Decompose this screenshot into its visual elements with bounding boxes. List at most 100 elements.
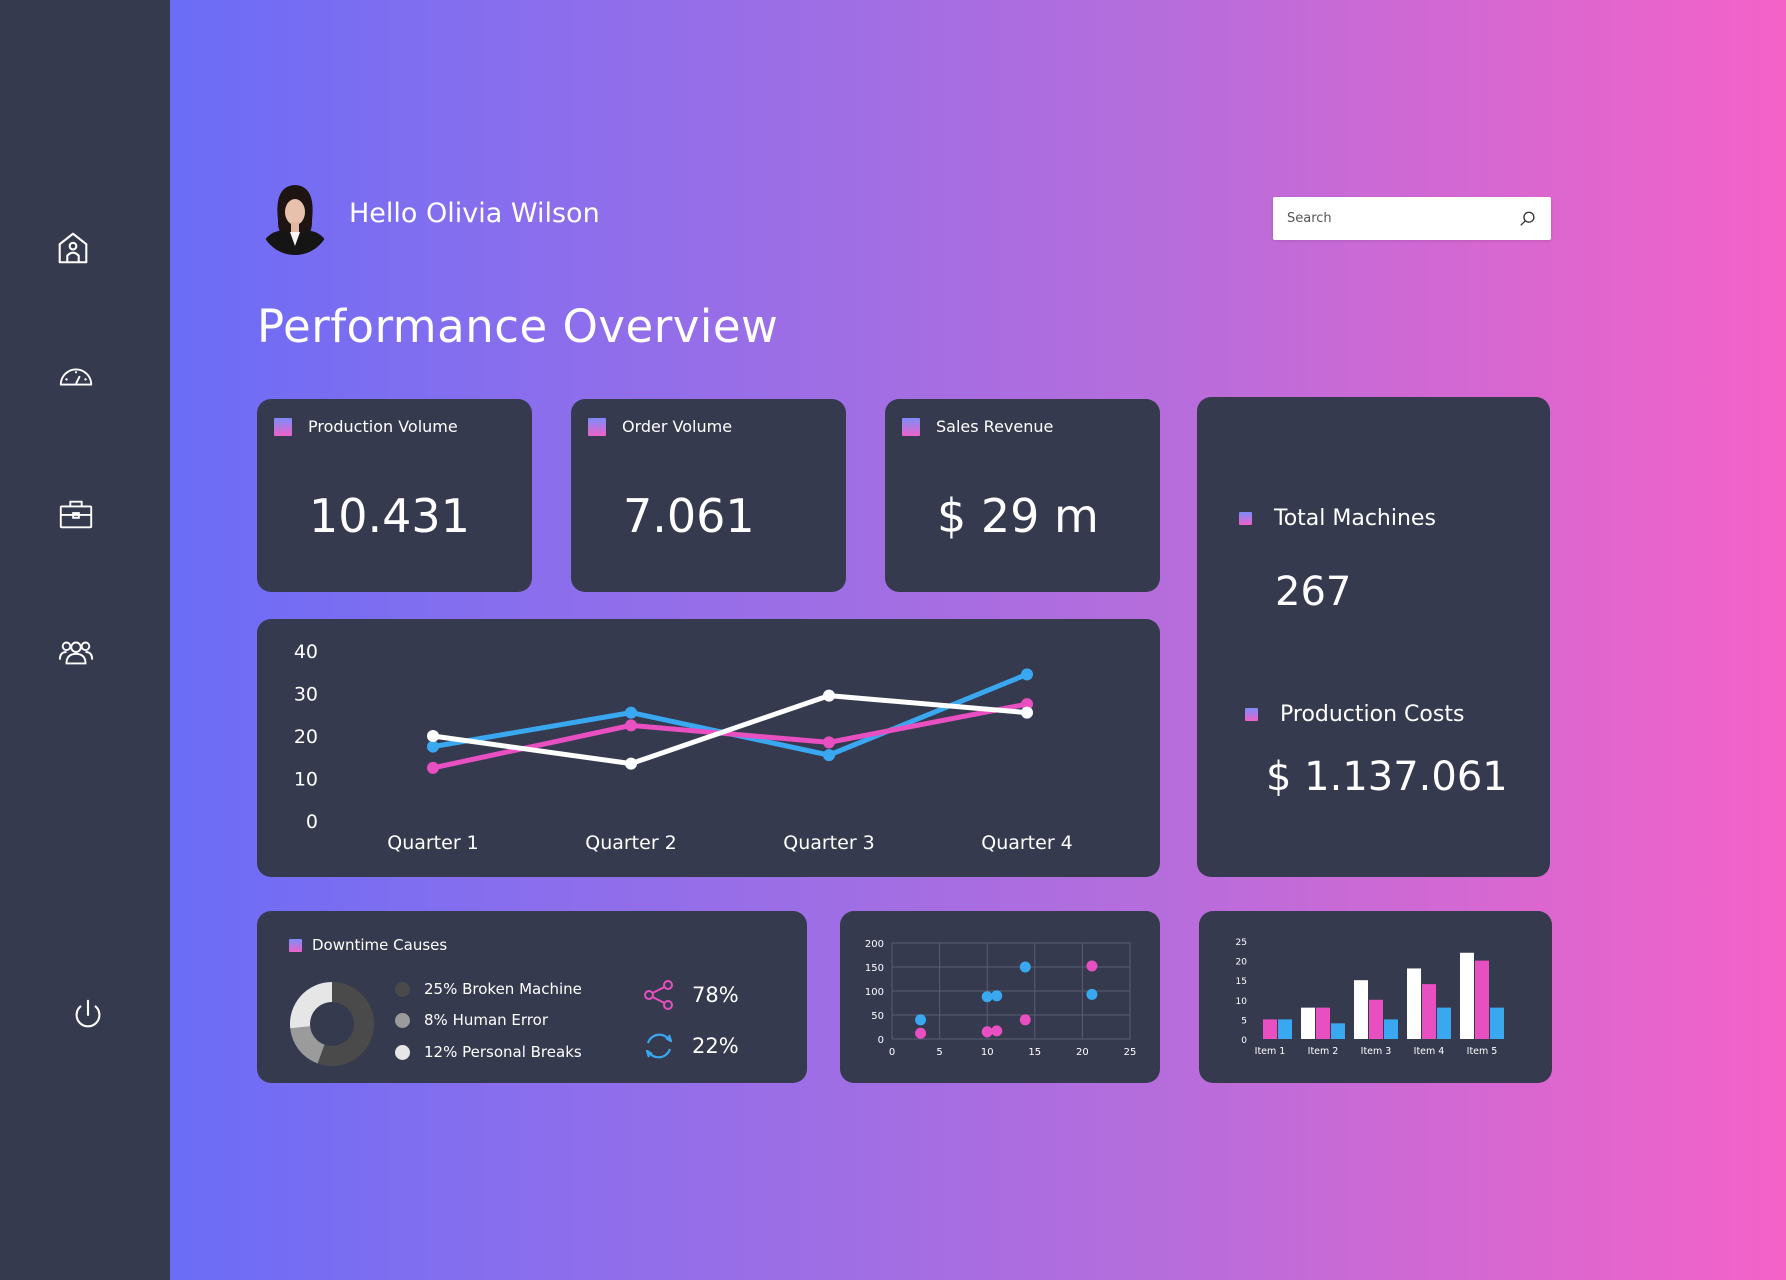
data-point[interactable] — [991, 990, 1003, 1002]
data-point[interactable] — [823, 736, 835, 749]
power-icon — [75, 999, 101, 1028]
x-tick-label: Item 1 — [1255, 1046, 1286, 1057]
y-tick-label: 10 — [1236, 997, 1248, 1007]
scatter-chart-card: 0 5 10 15 20 25 0 50 100 150 200 — [840, 911, 1160, 1083]
bar[interactable] — [1475, 960, 1489, 1039]
x-tick-label: Item 3 — [1361, 1046, 1392, 1057]
refresh-metric-value: 22% — [692, 1034, 739, 1058]
bar[interactable] — [1369, 999, 1383, 1039]
total-machines-label-text: Total Machines — [1274, 506, 1436, 531]
data-point[interactable] — [625, 719, 637, 732]
bar[interactable] — [1316, 1007, 1330, 1039]
stat-card-production-volume[interactable]: Production Volume 10.431 — [257, 399, 532, 592]
y-tick-label: 150 — [865, 963, 884, 974]
logout-button[interactable] — [68, 995, 108, 1035]
stat-label: Order Volume — [588, 417, 732, 436]
data-point[interactable] — [915, 1014, 927, 1026]
x-tick-label: 10 — [981, 1047, 994, 1058]
search-input[interactable] — [1287, 211, 1519, 226]
bar[interactable] — [1490, 1007, 1504, 1039]
donut-chart — [290, 982, 375, 1066]
x-tick-label: Quarter 1 — [387, 832, 479, 854]
data-point[interactable] — [1021, 698, 1033, 711]
data-point[interactable] — [625, 706, 637, 719]
page-title: Performance Overview — [257, 300, 779, 353]
bar[interactable] — [1422, 984, 1436, 1039]
y-tick-label: 10 — [294, 769, 318, 791]
data-point[interactable] — [981, 1026, 993, 1038]
briefcase-icon — [59, 500, 93, 529]
data-point[interactable] — [991, 1025, 1003, 1037]
square-marker-icon — [588, 417, 606, 436]
donut-slice[interactable] — [290, 1026, 325, 1064]
data-point[interactable] — [625, 757, 637, 770]
y-tick-label: 40 — [294, 641, 318, 663]
avatar[interactable] — [260, 180, 330, 255]
x-tick-label: Quarter 4 — [981, 832, 1073, 854]
downtime-title: Downtime Causes — [289, 936, 447, 954]
share-metric: 78% — [642, 978, 739, 1012]
x-tick-label: 5 — [936, 1047, 942, 1058]
stat-card-order-volume[interactable]: Order Volume 7.061 — [571, 399, 846, 592]
nav-home[interactable] — [53, 228, 93, 268]
donut-slice[interactable] — [290, 982, 332, 1029]
y-tick-label: 15 — [1236, 977, 1247, 987]
x-tick-label: 20 — [1076, 1047, 1089, 1058]
x-tick-label: Item 5 — [1467, 1046, 1498, 1057]
production-costs-value: $ 1.137.061 — [1266, 754, 1508, 800]
bar[interactable] — [1331, 1023, 1345, 1039]
nav-dashboard[interactable] — [56, 357, 96, 397]
share-metric-value: 78% — [692, 983, 739, 1007]
x-tick-label: Item 2 — [1308, 1046, 1339, 1057]
machines-card[interactable]: Total Machines 267 Production Costs $ 1.… — [1197, 397, 1550, 877]
series-line — [432, 672, 1028, 758]
bar[interactable] — [1263, 1019, 1277, 1039]
legend-item: 12% Personal Breaks — [395, 1043, 582, 1061]
y-tick-label: 50 — [871, 1011, 884, 1022]
data-point[interactable] — [1019, 961, 1031, 973]
speedometer-icon — [59, 368, 93, 386]
bar[interactable] — [1301, 1007, 1315, 1039]
data-point[interactable] — [1021, 706, 1033, 719]
bar[interactable] — [1354, 980, 1368, 1039]
bar[interactable] — [1460, 952, 1474, 1039]
data-point[interactable] — [981, 991, 993, 1003]
production-costs-label: Production Costs — [1245, 702, 1464, 727]
legend-label: 12% Personal Breaks — [424, 1043, 582, 1061]
stat-label: Production Volume — [274, 417, 458, 436]
data-point[interactable] — [823, 689, 835, 702]
x-tick-label: 0 — [889, 1047, 895, 1058]
nav-projects[interactable] — [56, 494, 96, 534]
bar[interactable] — [1437, 1007, 1451, 1039]
stat-card-sales-revenue[interactable]: Sales Revenue $ 29 m — [885, 399, 1160, 592]
data-point[interactable] — [1019, 1014, 1031, 1026]
data-point[interactable] — [1086, 988, 1098, 1000]
square-marker-icon — [289, 938, 302, 952]
downtime-card: Downtime Causes 25% Broken Machine 8% Hu… — [257, 911, 807, 1083]
search-box[interactable] — [1273, 197, 1551, 240]
production-costs-label-text: Production Costs — [1280, 702, 1465, 727]
bar[interactable] — [1384, 1019, 1398, 1039]
data-point[interactable] — [427, 730, 439, 742]
data-point[interactable] — [1086, 960, 1098, 972]
data-point[interactable] — [427, 740, 439, 753]
donut-slice[interactable] — [317, 982, 375, 1066]
bar[interactable] — [1407, 968, 1421, 1039]
bar[interactable] — [1278, 1019, 1292, 1039]
bar-chart-card: 0 5 10 15 20 25 Item 1 Item 2 Item 3 Item 4 Item 5 — [1199, 911, 1552, 1083]
line-chart: 0 10 20 30 40 Quarter 1 Quarter 2 Quarter 3 Quar… — [294, 641, 1073, 854]
data-point[interactable] — [823, 749, 835, 762]
legend-dot — [395, 1012, 410, 1028]
search-icon[interactable] — [1519, 210, 1537, 228]
nav-team[interactable] — [56, 632, 96, 672]
stat-value: 7.061 — [623, 489, 755, 543]
y-tick-label: 100 — [865, 987, 884, 998]
line-chart-card: 0 10 20 30 40 Quarter 1 Quarter 2 Quarter 3 Quar… — [257, 619, 1160, 877]
data-point[interactable] — [915, 1027, 927, 1039]
stat-value: 10.431 — [309, 489, 470, 543]
y-tick-label: 5 — [1241, 1016, 1247, 1026]
data-point[interactable] — [427, 761, 439, 774]
y-tick-label: 25 — [1236, 938, 1247, 948]
data-point[interactable] — [1021, 668, 1033, 681]
y-tick-label: 30 — [294, 684, 318, 706]
